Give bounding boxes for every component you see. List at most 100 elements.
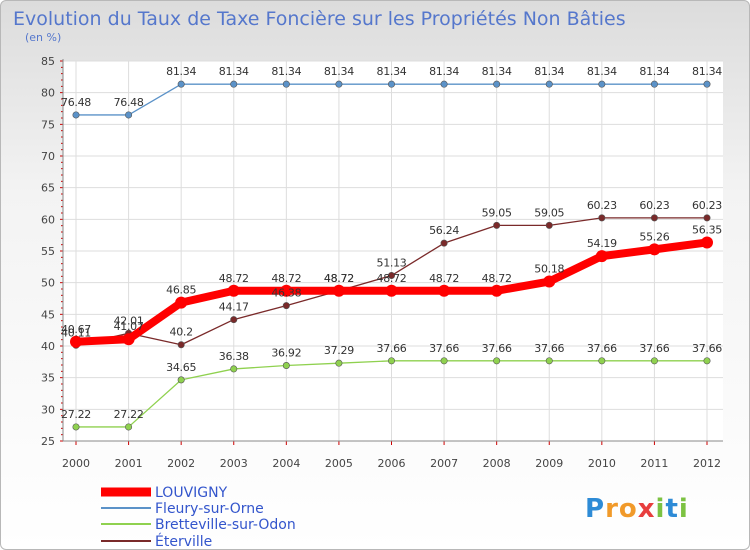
data-label: 37.66 bbox=[534, 342, 564, 355]
data-point bbox=[493, 221, 501, 229]
proxiti-logo: Proxiti bbox=[585, 494, 689, 524]
data-label: 37.29 bbox=[324, 344, 354, 357]
data-point bbox=[490, 284, 503, 297]
data-label: 81.34 bbox=[166, 65, 196, 78]
data-point bbox=[72, 111, 80, 119]
x-tick-label: 2007 bbox=[430, 457, 458, 470]
data-label: 81.34 bbox=[534, 65, 564, 78]
data-point bbox=[598, 80, 606, 88]
data-point bbox=[387, 357, 395, 365]
data-label: 37.66 bbox=[692, 342, 722, 355]
data-point bbox=[282, 362, 290, 370]
y-tick-label: 60 bbox=[41, 213, 55, 226]
data-label: 56.24 bbox=[429, 224, 459, 237]
data-label: 59.05 bbox=[482, 206, 512, 219]
data-label: 54.19 bbox=[587, 237, 617, 250]
data-label: 40.2 bbox=[170, 326, 193, 339]
data-label: 37.66 bbox=[429, 342, 459, 355]
chart-title: Evolution du Taux de Taxe Foncière sur l… bbox=[13, 8, 626, 30]
y-tick-label: 35 bbox=[41, 372, 55, 385]
legend-label: Fleury-sur-Orne bbox=[155, 501, 264, 517]
data-label: 59.05 bbox=[534, 206, 564, 219]
data-label: 46.38 bbox=[271, 287, 301, 300]
data-point bbox=[438, 284, 451, 297]
data-label: 27.22 bbox=[114, 408, 144, 421]
data-point bbox=[545, 221, 553, 229]
data-label: 48.72 bbox=[482, 272, 512, 285]
data-label: 37.66 bbox=[377, 342, 407, 355]
legend-label: Éterville bbox=[155, 533, 212, 550]
y-tick-label: 70 bbox=[41, 150, 55, 163]
data-point bbox=[701, 236, 713, 249]
data-point bbox=[177, 80, 185, 88]
data-point bbox=[230, 80, 238, 88]
x-tick-label: 2008 bbox=[483, 457, 511, 470]
x-tick-label: 2000 bbox=[62, 457, 90, 470]
data-label: 60.23 bbox=[639, 199, 669, 212]
data-label: 46.85 bbox=[166, 284, 196, 297]
data-label: 81.34 bbox=[639, 65, 669, 78]
data-label: 81.34 bbox=[429, 65, 459, 78]
data-point bbox=[598, 214, 606, 222]
data-point bbox=[703, 214, 711, 222]
data-point bbox=[493, 80, 501, 88]
data-label: 48.72 bbox=[324, 272, 354, 285]
data-label: 56.35 bbox=[692, 223, 722, 236]
plot-area: 25 30 35 40 45 50 55 60 65 70 75 80 85 2000 2001 2002 20… bbox=[41, 55, 723, 470]
x-tick-label: 2001 bbox=[115, 457, 143, 470]
legend-label: Bretteville-sur-Odon bbox=[155, 517, 296, 533]
data-label: 27.22 bbox=[61, 408, 91, 421]
y-tick-label: 80 bbox=[41, 87, 55, 100]
y-tick-label: 40 bbox=[41, 340, 55, 353]
data-label: 34.65 bbox=[166, 361, 196, 374]
data-label: 48.72 bbox=[377, 272, 407, 285]
x-tick-label: 2009 bbox=[535, 457, 563, 470]
data-label: 81.34 bbox=[324, 65, 354, 78]
data-point bbox=[125, 111, 133, 119]
data-label: 48.72 bbox=[324, 272, 354, 285]
data-label: 81.34 bbox=[587, 65, 617, 78]
y-tick-label: 25 bbox=[41, 435, 55, 448]
data-point bbox=[227, 284, 240, 297]
data-point bbox=[335, 80, 343, 88]
x-tick-label: 2004 bbox=[272, 457, 300, 470]
data-point bbox=[175, 296, 188, 309]
data-point bbox=[70, 335, 82, 348]
chart-subtitle: (en %) bbox=[25, 31, 61, 44]
x-tick-label: 2005 bbox=[325, 457, 353, 470]
data-point bbox=[650, 80, 658, 88]
data-point bbox=[703, 357, 711, 365]
data-point bbox=[230, 316, 238, 324]
data-label: 51.13 bbox=[377, 257, 407, 270]
data-label: 44.17 bbox=[219, 301, 249, 314]
data-point bbox=[440, 80, 448, 88]
data-point bbox=[335, 359, 343, 367]
data-label: 76.48 bbox=[61, 96, 91, 109]
data-label: 48.72 bbox=[219, 272, 249, 285]
data-label: 81.34 bbox=[482, 65, 512, 78]
data-point bbox=[125, 423, 133, 431]
legend: LOUVIGNYFleury-sur-OrneBretteville-sur-O… bbox=[101, 485, 296, 550]
data-point bbox=[177, 341, 185, 349]
data-label: 81.34 bbox=[377, 65, 407, 78]
data-label: 36.38 bbox=[219, 350, 249, 363]
x-tick-label: 2012 bbox=[693, 457, 721, 470]
y-tick-label: 50 bbox=[41, 277, 55, 290]
x-tick-label: 2010 bbox=[588, 457, 616, 470]
data-point bbox=[177, 376, 185, 384]
data-point bbox=[595, 250, 608, 263]
y-tick-label: 85 bbox=[41, 55, 55, 68]
data-label: 81.34 bbox=[271, 65, 301, 78]
data-point bbox=[282, 80, 290, 88]
data-point bbox=[545, 357, 553, 365]
y-tick-label: 45 bbox=[41, 308, 55, 321]
x-tick-label: 2006 bbox=[378, 457, 406, 470]
data-point bbox=[543, 275, 556, 288]
data-label: 48.72 bbox=[429, 272, 459, 285]
logo-text: Proxiti bbox=[585, 494, 689, 524]
data-point bbox=[440, 357, 448, 365]
data-label: 36.92 bbox=[271, 347, 301, 360]
data-label: 50.18 bbox=[534, 263, 564, 276]
